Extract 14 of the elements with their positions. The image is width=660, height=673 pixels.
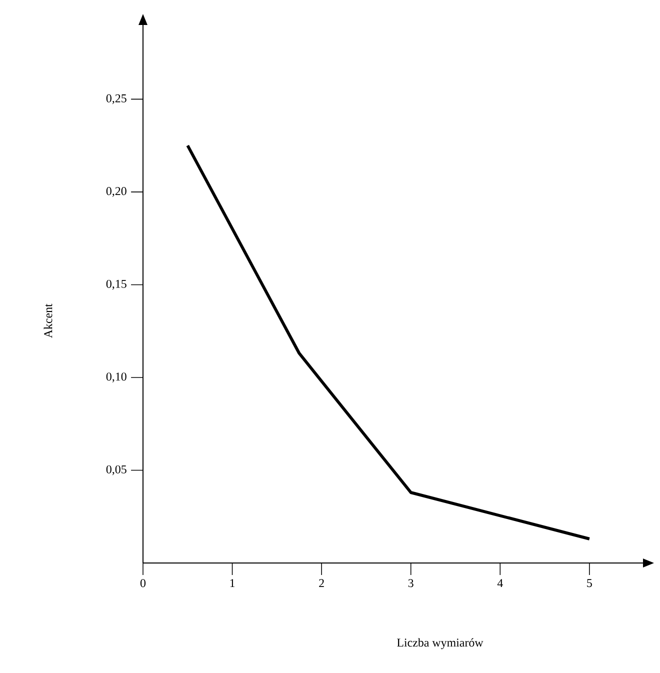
- y-tick-label: 0,25: [106, 94, 126, 104]
- x-tick-label: 0: [140, 579, 146, 588]
- x-tick-label: 3: [408, 579, 414, 588]
- x-tick-label: 1: [230, 579, 235, 588]
- y-tick-label: 0,20: [106, 187, 126, 197]
- y-tick-label: 0,15: [106, 280, 126, 290]
- line-series: [186, 144, 591, 540]
- x-tick-label: 2: [319, 579, 324, 588]
- x-axis-title: Liczba wymiarów: [397, 638, 484, 650]
- x-tick-label: 4: [497, 579, 503, 588]
- y-tick-label: 0,05: [106, 465, 126, 476]
- y-axis-title: Akcent: [44, 304, 52, 338]
- y-tick-label: 0,10: [106, 372, 126, 382]
- x-tick-label: 5: [587, 579, 592, 588]
